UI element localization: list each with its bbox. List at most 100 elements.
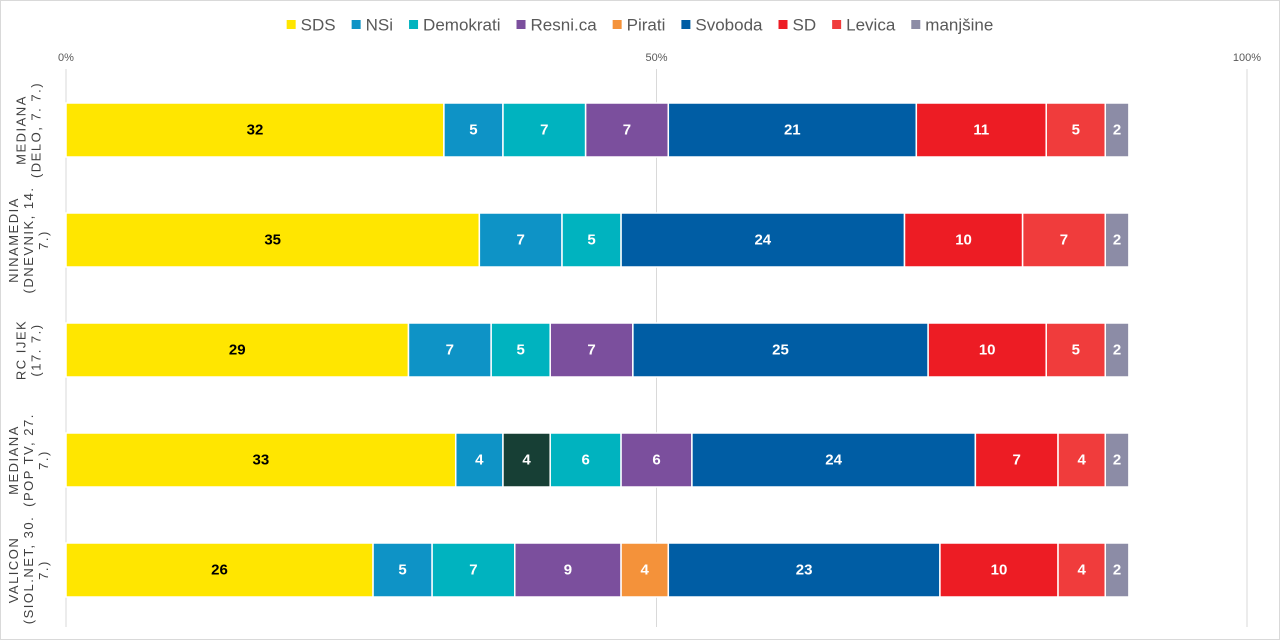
bar-segment-svoboda: [620, 212, 906, 268]
data-label: 6: [581, 452, 589, 469]
data-label: 10: [979, 342, 996, 359]
category-label-line: (POP TV, 27.: [21, 413, 36, 507]
data-label: 5: [517, 342, 525, 359]
legend-label: NSi: [366, 16, 393, 35]
data-label: 7: [540, 122, 548, 139]
category-label: RC IJEK(17. 7.): [14, 320, 44, 380]
data-label: 29: [229, 342, 246, 359]
legend-swatch: [409, 20, 419, 29]
data-label: 4: [522, 452, 531, 469]
data-label: 2: [1113, 232, 1121, 249]
bar-segment-svoboda: [691, 432, 977, 488]
data-label: 2: [1113, 562, 1121, 579]
bar-segment-sd: [974, 432, 1059, 488]
legend-swatch: [832, 20, 842, 29]
bar-segment-manj-ine: [1104, 432, 1130, 488]
bar-segment-levica: [1021, 212, 1107, 268]
data-label: 4: [1077, 562, 1086, 579]
legend-swatch: [516, 20, 526, 29]
legend-swatch: [612, 20, 622, 29]
data-label: 4: [1077, 452, 1086, 469]
data-label: 7: [1060, 232, 1068, 249]
legend-label: manjšine: [925, 16, 993, 35]
data-label: 23: [796, 562, 813, 579]
category-label: MEDIANA(DELO, 7. 7.): [14, 82, 44, 178]
legend-swatch: [681, 20, 691, 29]
data-label: 5: [1072, 122, 1080, 139]
data-label: 7: [517, 232, 525, 249]
data-label: 21: [784, 122, 801, 139]
category-label: NINAMEDIA(DNEVNIK, 14.7.): [6, 187, 51, 294]
category-label-line: (DNEVNIK, 14.: [21, 187, 36, 294]
legend-swatch: [778, 20, 788, 29]
data-label: 5: [587, 232, 595, 249]
data-label: 7: [446, 342, 454, 359]
category-label-line: MEDIANA: [6, 425, 21, 495]
category-label-line: (17. 7.): [29, 323, 44, 376]
legend-item: SDS: [286, 16, 336, 35]
data-label: 4: [475, 452, 484, 469]
bar-segment-manj-ine: [1104, 212, 1130, 268]
bar-segment-nsi: [407, 322, 492, 378]
legend-item: Demokrati: [409, 16, 501, 35]
legend-label: Resni.ca: [531, 16, 598, 35]
data-label: 9: [564, 562, 572, 579]
data-label: 6: [652, 452, 660, 469]
data-label: 25: [772, 342, 789, 359]
legend-label: Pirati: [627, 16, 666, 35]
x-tick-label: 0%: [58, 52, 74, 64]
bar-segment-sd: [927, 322, 1047, 378]
legend-item: manjšine: [911, 16, 993, 35]
bar-segment-resni-ca: [549, 322, 634, 378]
data-label: 35: [264, 232, 281, 249]
legend-item: SD: [778, 16, 817, 35]
legend-label: SD: [793, 16, 817, 35]
category-label-line: VALICON: [6, 537, 21, 604]
legend-item: Pirati: [612, 16, 666, 35]
bar-segment-sds: [65, 102, 445, 158]
legend-item: Levica: [832, 16, 896, 35]
legend-label: Svoboda: [695, 16, 763, 35]
bar-segment-resni-ca: [514, 542, 622, 598]
bar-segment-manj-ine: [1104, 322, 1130, 378]
category-label: MEDIANA(POP TV, 27.7.): [6, 413, 51, 507]
legend-label: SDS: [301, 16, 336, 35]
category-label-line: RC IJEK: [14, 320, 29, 380]
data-label: 24: [754, 232, 771, 249]
data-label: 24: [825, 452, 842, 469]
bar-segment-demokrati: [490, 322, 551, 378]
data-label: 4: [641, 562, 650, 579]
data-label: 5: [1072, 342, 1080, 359]
category-label-line: 7.): [36, 450, 51, 470]
category-label: VALICON(SIOL.NET, 30.7.): [6, 516, 51, 624]
legend-item: NSi: [351, 16, 393, 35]
bar-segment-sds: [65, 432, 457, 488]
data-label: 10: [955, 232, 972, 249]
bar-segment-manj-ine: [1104, 102, 1130, 158]
bar-segment-levica: [1057, 542, 1107, 598]
x-tick-label: 50%: [645, 52, 667, 64]
legend-swatch: [286, 20, 296, 29]
data-label: 7: [469, 562, 477, 579]
legend-item: Resni.ca: [516, 16, 598, 35]
bar-segment-sds: [65, 212, 481, 268]
category-label-line: (DELO, 7. 7.): [29, 82, 44, 178]
bar-segment-nsi: [443, 102, 504, 158]
category-label-line: NINAMEDIA: [6, 197, 21, 283]
category-label-line: 7.): [36, 230, 51, 250]
data-label: 2: [1113, 452, 1121, 469]
legend: SDS NSi Demokrati Resni.ca Pirati Svoboda SD Le…: [286, 16, 993, 35]
legend-label: Levica: [846, 16, 896, 35]
data-label: 7: [1013, 452, 1021, 469]
bar-segment-manj-ine: [1104, 542, 1130, 598]
bar-segment-svoboda: [667, 102, 918, 158]
data-label: 11: [973, 122, 989, 139]
data-label: 5: [469, 122, 477, 139]
category-label-line: 7.): [36, 560, 51, 580]
data-label: 10: [991, 562, 1008, 579]
category-label-line: MEDIANA: [14, 95, 29, 165]
bar-segment-sd: [915, 102, 1047, 158]
data-label: 7: [623, 122, 631, 139]
bar-segment-sds: [65, 322, 410, 378]
